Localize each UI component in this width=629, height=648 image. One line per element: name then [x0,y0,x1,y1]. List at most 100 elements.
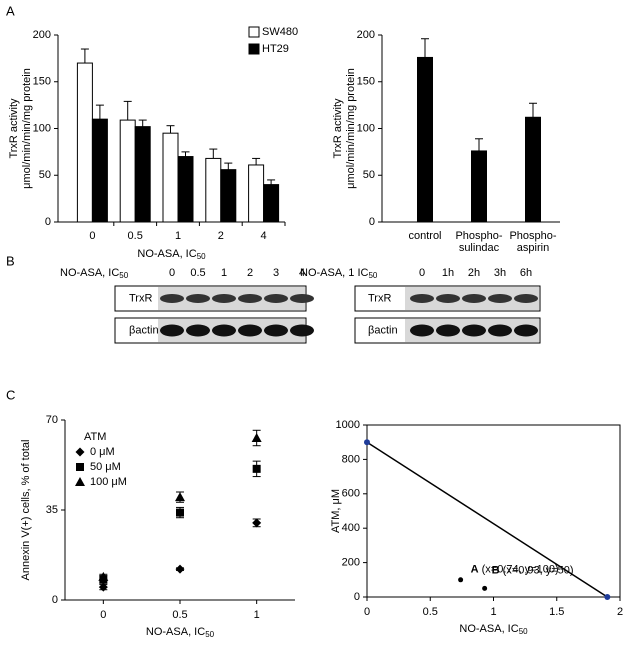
lane-label: 1 [221,267,227,279]
y-tick-label: 100 [33,122,51,134]
x-tick-label: sulindac [459,242,500,254]
x-tick-label: aspirin [517,242,549,254]
bar [177,156,194,223]
marker [75,477,85,486]
blot-band [160,324,184,337]
y-tick-label: 50 [363,169,375,181]
bar [91,118,108,223]
blot-band [514,324,538,337]
bar [162,132,179,223]
x-tick-label: 0.5 [128,230,143,242]
label-subscript: 50 [197,252,206,261]
label-text: NO-ASA, IC [146,626,205,638]
y-tick-label: 200 [342,557,360,569]
label-text: NO-ASA, IC [137,248,196,260]
x-tick-label: 1 [254,609,260,621]
blot-band [436,324,460,337]
blot-band [488,294,512,303]
label-subscript: 50 [119,271,128,280]
marker [252,464,261,473]
lane-label: 1h [442,267,454,279]
legend-title: ATM [84,431,106,443]
legend-label: 0 μM [90,446,115,458]
blot-band [186,294,210,303]
legend-label: 50 μM [90,461,121,473]
y-tick-label: 400 [342,522,360,534]
blot-band [290,294,314,303]
bar [205,157,222,223]
legend-swatch [248,43,260,55]
y-axis-label: TrxR activity [8,98,20,159]
y-tick-label: 800 [342,453,360,465]
marker [98,571,109,581]
marker [75,447,85,457]
y-tick-label: 50 [39,169,51,181]
label-text: NO-ASA, 1 IC [300,267,369,279]
marker [76,463,84,471]
x-tick-label: 2 [617,606,623,618]
bar [134,126,151,223]
y-axis-label: ATM, μM [330,489,342,533]
y-tick-label: 150 [357,76,375,88]
y-tick-label: 1000 [336,419,360,431]
marker [251,433,262,442]
panel-label: B [6,253,15,268]
point [604,594,611,600]
row-label: βactin [368,324,398,336]
axis-label: NO-ASA, IC50 [146,626,215,639]
row-label: TrxR [129,292,152,304]
legend-label: 100 μM [90,476,127,488]
line [366,441,608,598]
point [364,439,370,446]
x-tick-label: 0 [364,606,370,618]
label-subscript: 50 [205,630,214,639]
row-label: TrxR [368,292,391,304]
point-label: A [471,564,479,576]
x-tick-label: 1.5 [549,606,564,618]
point-label: B [492,564,500,576]
bar [248,164,265,223]
point-annotation: (x=0.93, y=50) [503,564,574,576]
x-tick-label: 2 [218,230,224,242]
bar [471,150,487,223]
y-axis-label: Annexin V(+) cells, % of total [20,440,32,581]
blot-band [436,294,460,303]
row-label: βactin [129,324,159,336]
blot-band [410,294,434,303]
y-axis-label: μmol/min/min/mg protein [345,68,357,189]
axis-label: NO-ASA, IC50 [60,267,129,280]
y-tick-label: 100 [357,122,375,134]
x-tick-label: Phospho- [509,230,556,242]
y-tick-label: 600 [342,488,360,500]
blot-band [212,324,236,337]
y-tick-label: 0 [369,216,375,228]
y-tick-label: 150 [33,76,51,88]
x-tick-label: 0.5 [423,606,438,618]
panel-label: C [6,387,15,402]
marker [175,492,185,502]
lane-label: 2h [468,267,480,279]
point-annotation: (x=0.74, y=100) [482,564,559,576]
bar [119,119,136,223]
y-tick-label: 200 [33,29,51,41]
legend-label: SW480 [262,26,298,38]
blot-band [238,324,262,337]
point [482,585,488,591]
blot-band [290,324,314,337]
blot-band [462,324,486,337]
y-tick-label: 0 [45,216,51,228]
axis-label: NO-ASA, 1 IC50 [300,267,378,280]
blot-band [186,324,210,337]
blot-band [264,294,288,303]
blot-band [514,294,538,303]
point [458,577,464,583]
lane-label: 0 [169,267,175,279]
blot-band [488,324,512,337]
x-tick-label: control [408,230,441,242]
panel-label: A [6,3,15,18]
bar [76,62,93,223]
blot-band [264,324,288,337]
x-tick-label: Phospho- [455,230,502,242]
